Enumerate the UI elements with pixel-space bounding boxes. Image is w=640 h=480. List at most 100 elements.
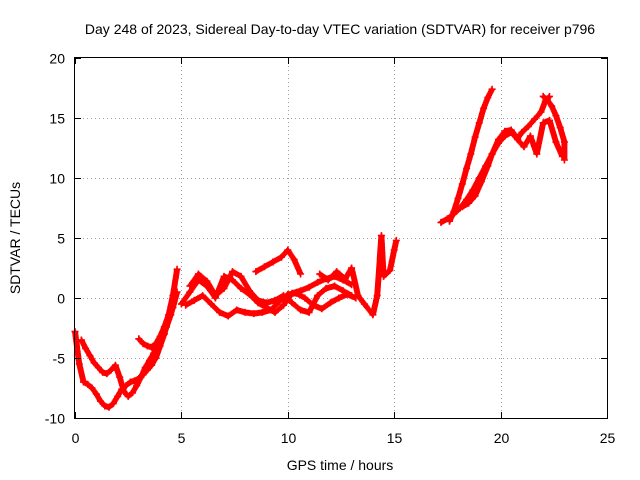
- data-point: [297, 270, 305, 278]
- x-axis-title: GPS time / hours: [287, 457, 394, 473]
- series-mid-c: [186, 268, 356, 316]
- data-point: [211, 292, 219, 300]
- data-layer: [71, 85, 568, 411]
- data-point: [165, 311, 173, 319]
- data-point: [386, 266, 394, 274]
- data-point: [233, 306, 241, 314]
- data-point: [288, 299, 296, 307]
- data-point: [518, 128, 526, 136]
- data-point: [437, 218, 445, 226]
- data-point: [94, 364, 102, 372]
- data-point: [133, 382, 141, 390]
- y-tick-label: 10: [49, 171, 65, 187]
- data-point: [318, 305, 326, 313]
- data-point: [297, 306, 305, 314]
- data-point: [137, 373, 145, 381]
- data-point: [241, 308, 249, 316]
- data-point: [488, 85, 496, 93]
- data-point: [348, 264, 356, 272]
- data-point: [216, 308, 224, 316]
- data-point: [539, 92, 547, 100]
- data-point: [560, 156, 568, 164]
- x-tick-label: 15: [387, 430, 403, 446]
- data-point: [269, 258, 277, 266]
- data-point: [190, 296, 198, 304]
- data-point: [260, 263, 268, 271]
- plot-frame: [74, 57, 608, 419]
- data-trace-segment: [72, 328, 83, 366]
- data-point: [463, 164, 471, 172]
- data-point: [552, 112, 560, 120]
- data-point: [369, 311, 377, 319]
- data-point: [84, 380, 92, 388]
- data-point: [152, 340, 160, 348]
- chart-title: Day 248 of 2023, Sidereal Day-to-day VTE…: [85, 21, 595, 37]
- data-point: [141, 364, 149, 372]
- data-point: [120, 388, 128, 396]
- data-point: [548, 102, 556, 110]
- data-point: [148, 343, 156, 351]
- data-point: [237, 284, 245, 292]
- data-point: [224, 312, 232, 320]
- data-point: [116, 373, 124, 381]
- data-point: [488, 150, 496, 158]
- data-point: [467, 150, 475, 158]
- data-point: [173, 265, 181, 273]
- data-point: [531, 115, 539, 123]
- data-point: [520, 143, 528, 151]
- data-point: [111, 361, 119, 369]
- data-point: [450, 208, 458, 216]
- data-point: [458, 180, 466, 188]
- data-point: [543, 96, 551, 104]
- data-point: [560, 138, 568, 146]
- data-point: [539, 119, 547, 127]
- x-tick-label: 0: [72, 430, 80, 446]
- data-point: [203, 277, 211, 285]
- data-point: [82, 344, 90, 352]
- data-point: [124, 392, 132, 400]
- x-tick-label: 5: [178, 430, 186, 446]
- data-point: [280, 301, 287, 309]
- data-point: [186, 282, 194, 290]
- data-point: [277, 253, 285, 261]
- data-point: [480, 104, 488, 112]
- data-point: [194, 270, 202, 278]
- data-point: [80, 378, 87, 386]
- y-tick-label: -10: [45, 411, 65, 427]
- data-point: [146, 356, 153, 364]
- data-point: [271, 308, 279, 316]
- data-point: [360, 300, 368, 308]
- tick-layer: 0 5 10 15 20 25 -10 -5 0 5 10 15 20: [45, 51, 616, 447]
- data-point: [267, 306, 275, 314]
- data-point: [103, 370, 111, 378]
- data-trace-segment: [533, 121, 546, 157]
- data-point: [139, 340, 147, 348]
- data-point: [341, 275, 349, 283]
- data-point: [220, 272, 228, 280]
- data-point: [258, 308, 266, 316]
- series-late-steep: [446, 85, 496, 225]
- data-point: [186, 288, 194, 296]
- data-point: [271, 296, 279, 304]
- data-point: [390, 246, 398, 254]
- data-point: [324, 276, 332, 284]
- data-point: [316, 270, 324, 278]
- grid-layer: [75, 58, 607, 418]
- data-point: [114, 392, 122, 400]
- data-point: [339, 287, 347, 295]
- data-point: [546, 116, 553, 124]
- data-point: [97, 397, 104, 405]
- data-point: [333, 268, 341, 276]
- data-point: [177, 300, 185, 308]
- data-point: [199, 292, 207, 300]
- data-point: [484, 94, 492, 102]
- data-point: [354, 292, 362, 300]
- data-point: [305, 308, 313, 316]
- data-point: [305, 283, 313, 291]
- data-point: [156, 332, 164, 340]
- data-point: [314, 292, 322, 300]
- data-point: [101, 402, 109, 410]
- data-point: [220, 284, 228, 292]
- data-point: [507, 126, 515, 134]
